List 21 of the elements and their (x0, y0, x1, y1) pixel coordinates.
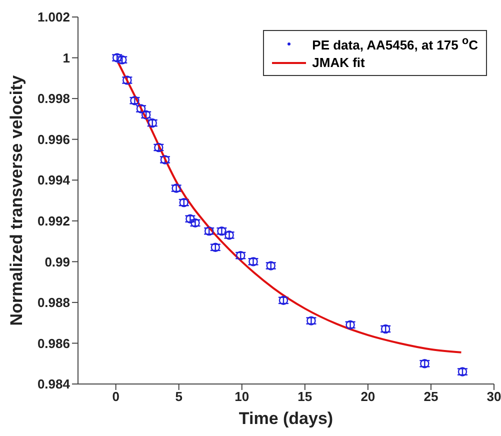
y-tick-label: 0.994 (37, 172, 71, 188)
x-axis-title: Time (days) (238, 409, 334, 428)
y-tick-label: 1 (62, 50, 70, 66)
y-tick-label: 0.986 (37, 336, 70, 351)
y-tick-label: 0.998 (37, 91, 70, 106)
x-tick-label: 20 (360, 389, 376, 404)
y-tick-label: 0.99 (44, 254, 70, 270)
legend-label: JMAK fit (312, 55, 365, 70)
y-tick-label: 0.992 (37, 214, 70, 229)
x-tick-label: 25 (424, 389, 438, 404)
x-tick-label: 0 (112, 389, 120, 404)
x-tick-label: 10 (234, 389, 250, 404)
legend-label: PE data, AA5456, at 175 $^{o}$C (312, 34, 478, 52)
y-axis-title: Normalized transverse velocity (7, 74, 26, 326)
x-tick-label: 15 (298, 389, 312, 404)
y-tick-label: 1.002 (37, 10, 70, 25)
y-tick-label: 0.984 (37, 376, 71, 392)
y-tick-label: 0.988 (37, 295, 70, 310)
x-tick-label: 30 (486, 389, 501, 404)
y-tick-label: 0.996 (37, 132, 70, 147)
x-tick-label: 5 (175, 389, 182, 404)
